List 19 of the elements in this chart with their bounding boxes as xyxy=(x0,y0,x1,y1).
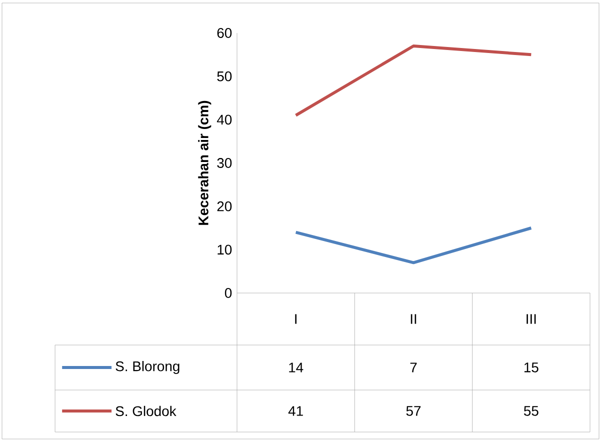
y-tick-label: 20 xyxy=(217,201,232,212)
y-axis-title: Kecerahan air (cm) xyxy=(198,100,212,225)
y-tick-label: 10 xyxy=(218,244,232,255)
data-label: 7 xyxy=(410,362,417,372)
y-tick-label: 50 xyxy=(217,71,232,82)
y-tick-label: 60 xyxy=(217,28,232,38)
data-label: 14 xyxy=(289,362,304,372)
data-label: 57 xyxy=(406,406,421,416)
x-tick-label: I xyxy=(295,314,296,324)
data-label: 41 xyxy=(288,406,303,416)
data-label: 55 xyxy=(524,406,538,416)
y-tick-label: 0 xyxy=(224,288,232,298)
x-tick-label: III xyxy=(526,314,536,324)
data-label: 15 xyxy=(524,362,538,372)
x-tick-label: II xyxy=(410,314,416,324)
y-tick-label: 30 xyxy=(217,158,232,168)
y-tick-label: 40 xyxy=(216,114,232,125)
legend-label: S. Glodok xyxy=(116,406,176,416)
legend-label: S. Blorong xyxy=(116,360,180,374)
